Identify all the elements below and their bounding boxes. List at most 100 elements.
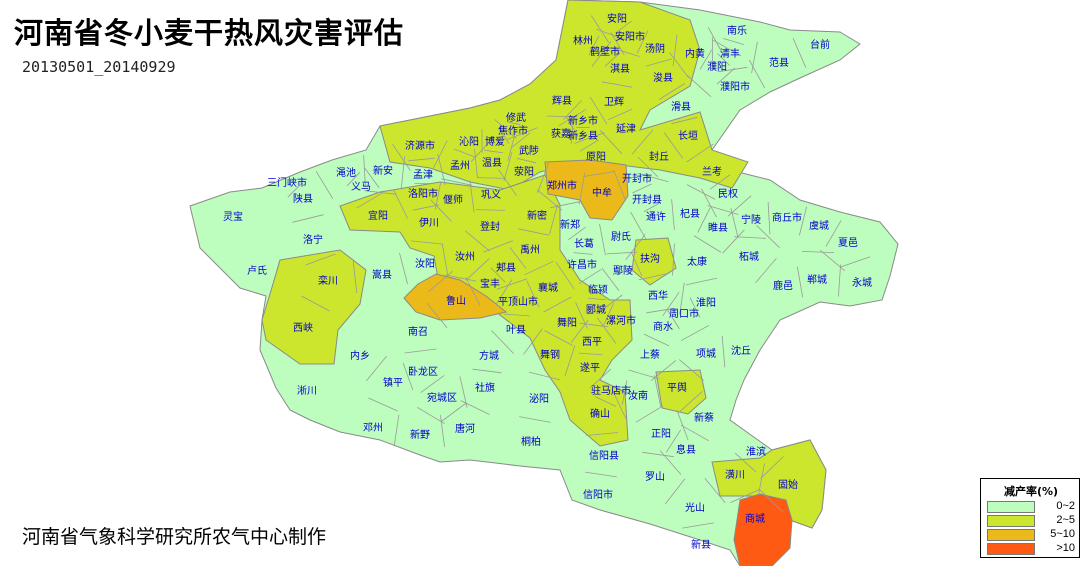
- map-title: 河南省冬小麦干热风灾害评估: [14, 16, 405, 50]
- county-label: 汤阴: [645, 42, 665, 55]
- county-boundary: [678, 391, 703, 413]
- county-boundary: [591, 40, 612, 68]
- county-label: 汝州: [455, 250, 475, 263]
- county-label: 商城: [745, 512, 765, 525]
- county-label: 武陟: [519, 144, 539, 157]
- county-boundary: [469, 180, 475, 213]
- county-boundary: [637, 172, 669, 183]
- county-label: 汝阳: [415, 257, 435, 270]
- county-label: 安阳市: [615, 30, 645, 43]
- county-label: 西峡: [293, 321, 313, 334]
- county-boundary: [665, 429, 682, 453]
- county-label: 永城: [852, 276, 872, 289]
- county-boundary: [484, 149, 503, 154]
- county-label: 栾川: [318, 274, 338, 287]
- county-label: 遂平: [580, 361, 600, 374]
- county-label: 淮滨: [746, 445, 766, 458]
- county-label: 新野: [410, 428, 430, 441]
- county-boundary: [495, 279, 513, 305]
- county-label: 社旗: [475, 381, 495, 394]
- county-boundary: [507, 127, 538, 140]
- county-boundary: [503, 151, 513, 182]
- county-label: 偃师: [443, 193, 463, 206]
- county-label: 孟津: [413, 169, 433, 181]
- county-boundary: [759, 489, 784, 513]
- county-boundary: [637, 156, 659, 178]
- county-boundary: [630, 251, 643, 277]
- county-boundary: [573, 252, 593, 255]
- county-boundary: [508, 121, 521, 126]
- county-label: 新乡县: [568, 129, 598, 142]
- county-boundary: [669, 51, 689, 79]
- county-label: 浚县: [653, 71, 673, 84]
- county-boundary: [679, 359, 704, 381]
- county-boundary: [393, 189, 408, 219]
- county-boundary: [625, 234, 646, 260]
- county-boundary: [432, 140, 448, 170]
- county-label: 夏邑: [838, 237, 858, 249]
- county-label: 信阳县: [589, 450, 619, 462]
- county-boundary: [679, 282, 685, 315]
- county-boundary: [610, 47, 640, 57]
- county-label: 卧龙区: [408, 365, 438, 378]
- legend-title: 减产率(%): [1003, 485, 1059, 498]
- county-boundary: [748, 59, 766, 89]
- county-label: 义马: [351, 181, 371, 193]
- county-label: 禹州: [520, 243, 540, 256]
- county-boundary: [697, 207, 711, 233]
- county-boundary: [570, 124, 574, 144]
- county-label: 濮阳: [707, 60, 727, 73]
- county-boundary: [587, 297, 607, 301]
- county-label: 开封市: [622, 172, 652, 185]
- county-boundary: [470, 140, 491, 163]
- county-boundary: [604, 52, 621, 67]
- legend-item: 5~10: [987, 528, 1075, 541]
- county-label: 台前: [810, 38, 830, 51]
- county-boundary: [643, 333, 670, 347]
- county-boundary: [602, 81, 632, 88]
- county-boundary: [601, 268, 620, 292]
- county-boundary: [537, 162, 549, 194]
- county-boundary: [441, 178, 472, 186]
- county-label: 宁陵: [741, 213, 761, 226]
- county-boundary: [509, 246, 527, 270]
- county-boundary: [427, 270, 454, 293]
- county-label: 新蔡: [694, 411, 714, 424]
- county-boundary: [717, 66, 748, 73]
- county-boundary: [663, 132, 684, 159]
- county-label: 新安: [373, 164, 393, 177]
- county-boundary: [632, 183, 652, 194]
- county-boundary: [528, 371, 561, 381]
- county-boundary: [664, 478, 686, 505]
- county-label: 陕县: [293, 192, 313, 205]
- county-boundary: [758, 463, 765, 495]
- county-boundary: [596, 317, 617, 344]
- county-boundary: [689, 297, 701, 318]
- county-boundary: [564, 345, 576, 376]
- county-boundary: [465, 258, 490, 281]
- county-boundary: [472, 368, 502, 374]
- county-label: 商丘市: [772, 211, 802, 224]
- county-label: 驻马店市: [591, 384, 631, 397]
- county-boundary: [411, 240, 443, 245]
- county-boundary: [543, 296, 572, 313]
- county-label: 尉氏: [611, 230, 631, 243]
- county-label: 平舆: [667, 381, 687, 394]
- legend-swatch: [987, 515, 1035, 527]
- county-boundary: [635, 405, 664, 423]
- county-boundary: [441, 243, 449, 276]
- county-label: 宛城区: [427, 391, 457, 404]
- county-boundary: [721, 335, 726, 368]
- county-label: 太康: [687, 255, 707, 268]
- county-label: 灵宝: [223, 210, 243, 223]
- county-boundary: [352, 261, 358, 293]
- county-boundary: [523, 328, 543, 355]
- county-label: 卫辉: [604, 96, 624, 108]
- county-label: 渑池: [336, 166, 356, 179]
- county-boundary: [364, 167, 380, 189]
- county-label: 郏县: [496, 261, 516, 274]
- county-boundary: [444, 274, 477, 282]
- county-boundary: [474, 149, 478, 178]
- county-boundary: [686, 75, 712, 97]
